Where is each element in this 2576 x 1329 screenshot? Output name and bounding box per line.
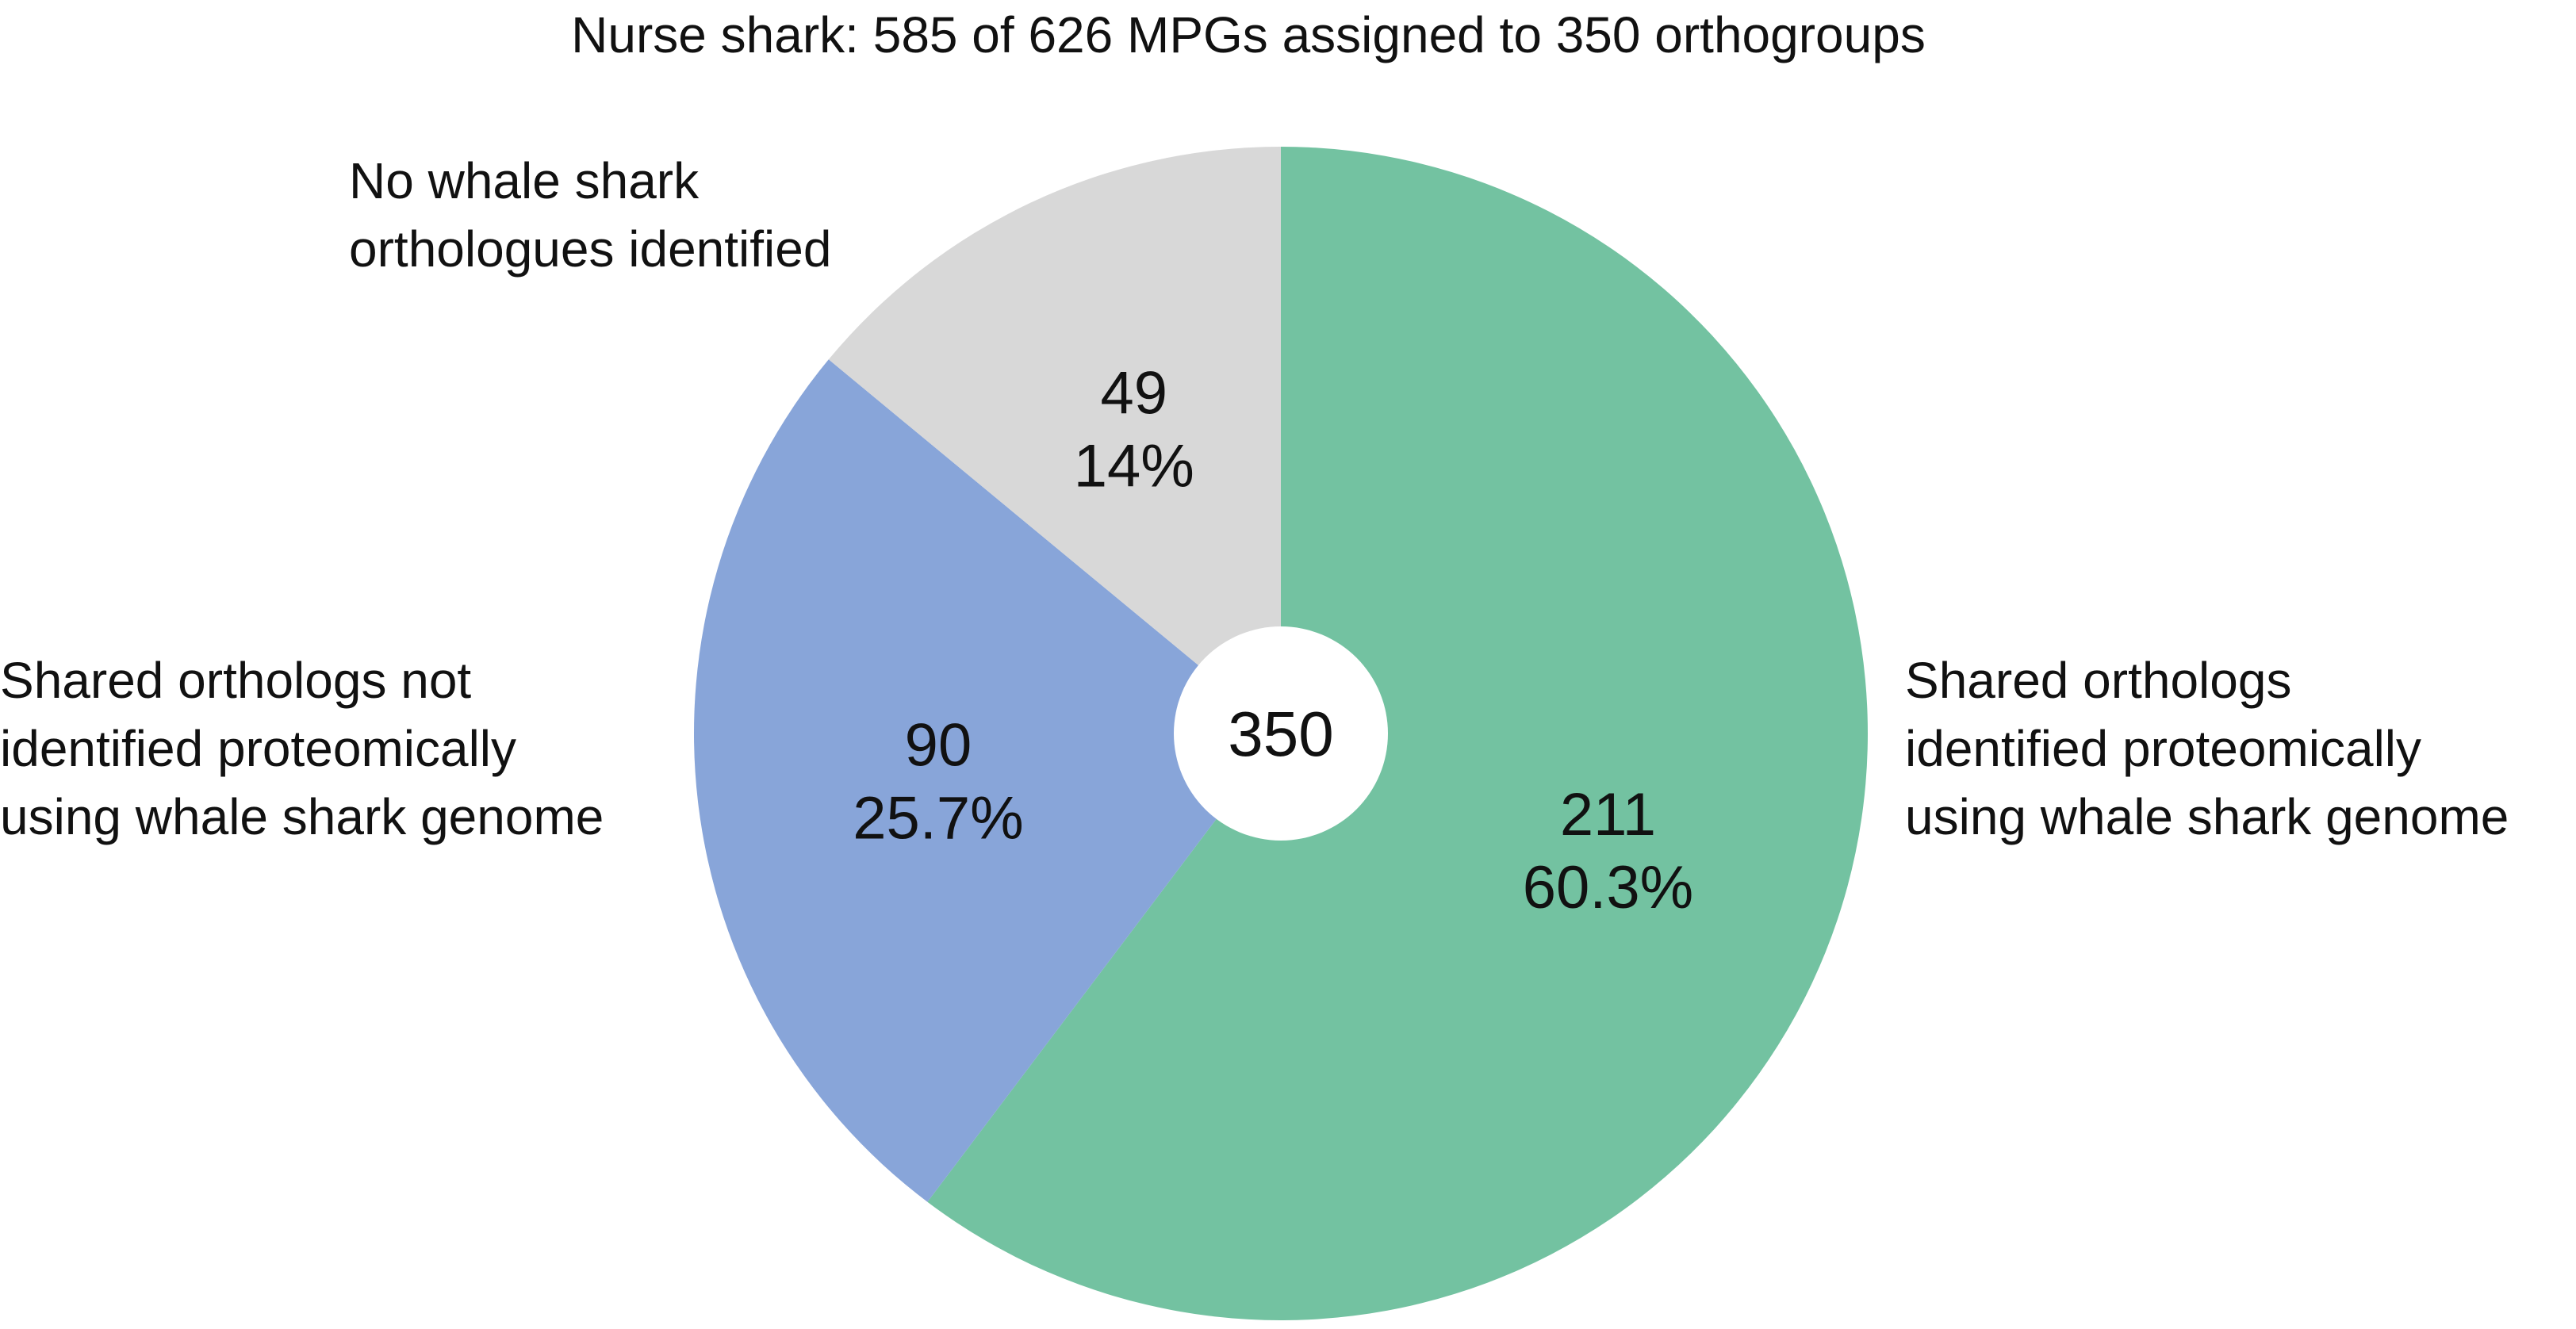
center-hole (1174, 626, 1388, 841)
slice-category-line: Shared orthologs not (0, 652, 471, 709)
slice-category-line: using whale shark genome (0, 788, 604, 845)
slice-value-label: 49 (1101, 359, 1168, 427)
slice-percent-label: 14% (1074, 432, 1194, 500)
slice-category-line: Shared orthologs (1905, 652, 2291, 709)
slice-category-line: identified proteomically (1905, 720, 2421, 777)
slice-category-line: orthologues identified (349, 220, 831, 278)
slice-category-line: No whale shark (349, 152, 700, 209)
slice-category-label: No whale shark orthologues identified (349, 152, 831, 278)
pie-slice-2 (693, 359, 1281, 1202)
slice-percent-label: 60.3% (1523, 854, 1694, 921)
chart-title: Nurse shark: 585 of 626 MPGs assigned to… (571, 6, 1926, 63)
slice-category-line: using whale shark genome (1905, 788, 2509, 845)
category-labels: Shared orthologs identified proteomically… (0, 152, 2509, 845)
pie-slice-3 (828, 147, 1281, 733)
slice-category-label: Shared orthologs identified proteomically… (1905, 652, 2509, 845)
slice-category-label: Shared orthologs not identified proteomic… (0, 652, 604, 845)
slice-category-line: identified proteomically (0, 720, 516, 777)
pie-slice-1 (927, 147, 1868, 1320)
slice-value-label: 211 (1560, 781, 1656, 848)
slice-percent-label: 25.7% (853, 785, 1024, 852)
pie-slices (693, 147, 1868, 1320)
slice-value-label: 90 (905, 712, 972, 779)
center-total-label: 350 (1228, 699, 1333, 769)
